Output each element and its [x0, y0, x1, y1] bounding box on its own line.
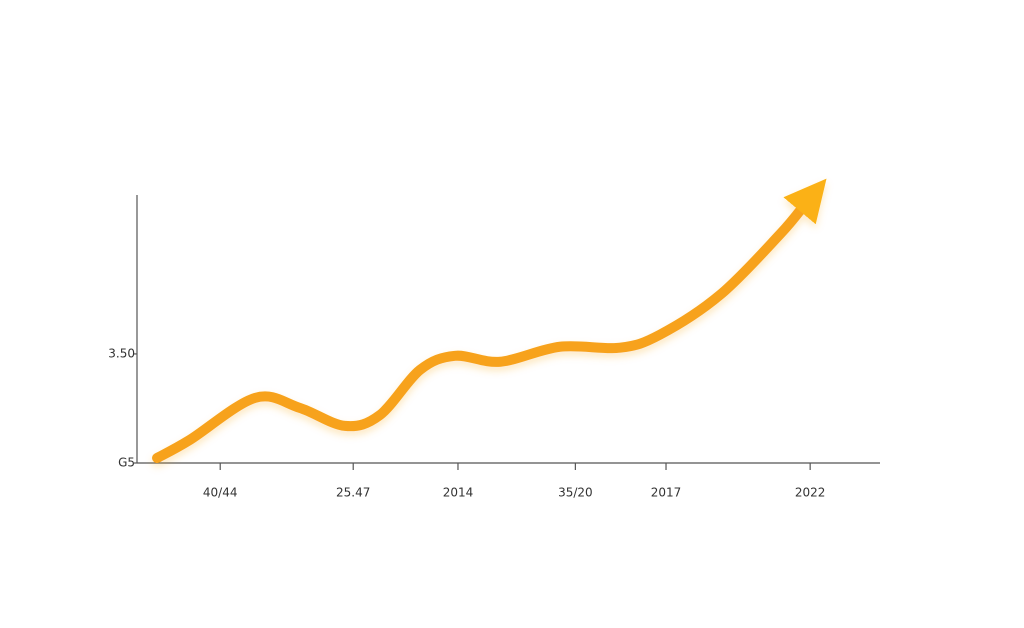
trend-line — [152, 178, 827, 464]
x-tick-label: 2014 — [443, 486, 474, 500]
y-tick-label: 3.50 — [108, 346, 135, 360]
x-tick-label: 2017 — [651, 486, 682, 500]
x-tick-label: 2022 — [795, 486, 826, 500]
y-tick-label: G5 — [118, 456, 135, 470]
x-tick-label: 25.47 — [336, 486, 370, 500]
x-tick-label: 40/44 — [203, 486, 238, 500]
x-tick-label: 35/20 — [558, 486, 593, 500]
